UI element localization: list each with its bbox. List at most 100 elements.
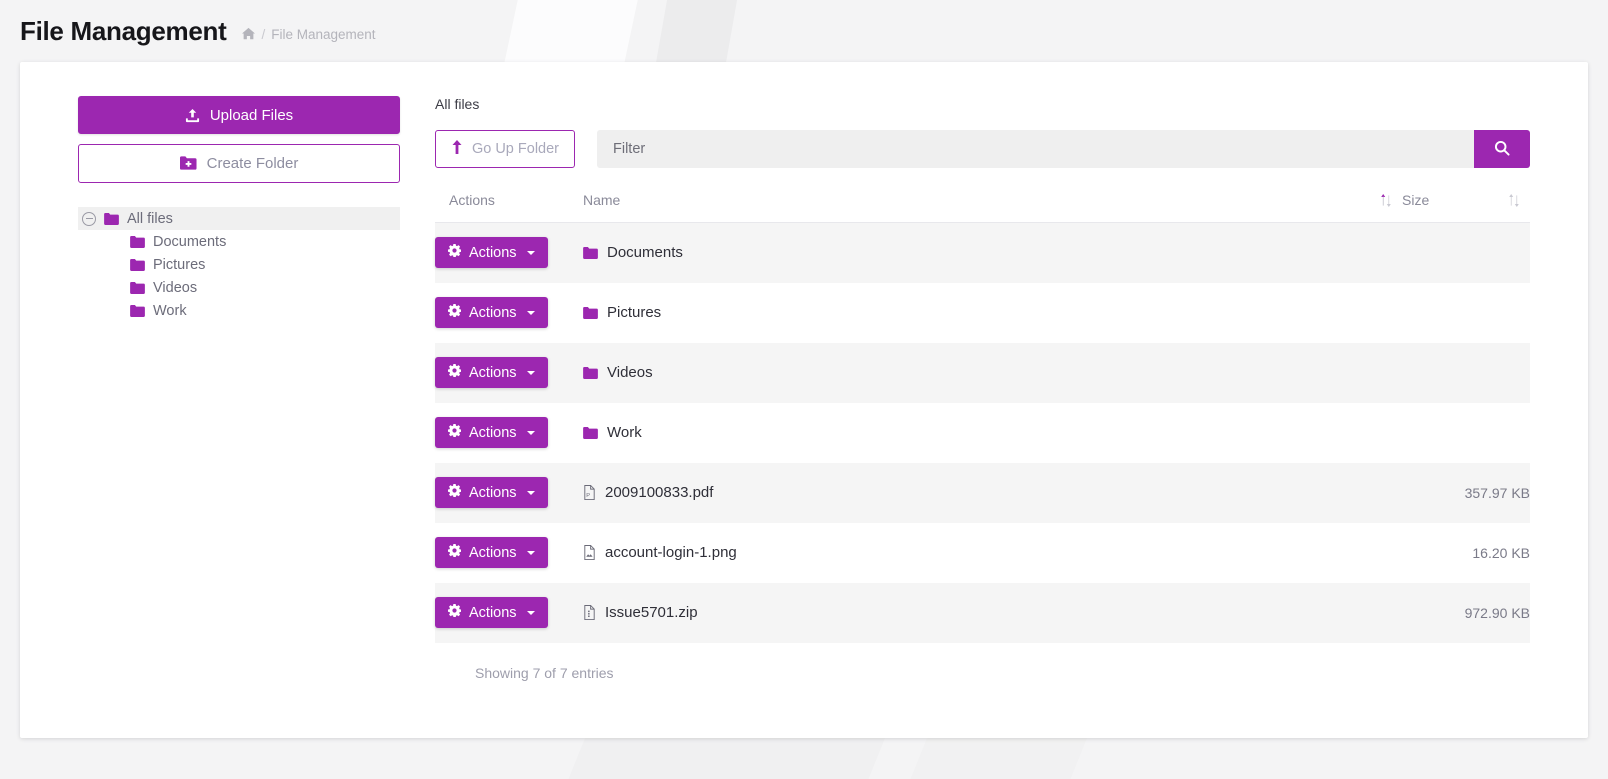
gear-icon <box>448 304 462 321</box>
folder-icon <box>104 212 119 225</box>
actions-dropdown-button[interactable]: Actions <box>435 357 548 388</box>
row-actions-cell: Actions <box>435 523 583 583</box>
table-row[interactable]: Actions Work <box>435 403 1530 463</box>
folder-icon <box>130 235 145 248</box>
tree-item-work[interactable]: Work <box>78 299 400 322</box>
chevron-down-icon <box>526 430 535 435</box>
files-table: Actions Name <box>435 192 1530 643</box>
row-actions-cell: Actions <box>435 342 583 403</box>
row-size-cell: 357.97 KB <box>1402 462 1530 523</box>
sidebar: Upload Files Create Folder All files <box>20 96 435 738</box>
filter-group <box>597 130 1530 168</box>
upload-icon <box>185 108 200 123</box>
go-up-folder-button[interactable]: Go Up Folder <box>435 130 575 168</box>
actions-dropdown-button[interactable]: Actions <box>435 237 548 269</box>
row-actions-cell: Actions <box>435 582 583 643</box>
tree-item-label: Work <box>153 302 187 319</box>
chevron-down-icon <box>526 610 535 615</box>
folder-icon <box>583 426 598 439</box>
row-name-label: Issue5701.zip <box>605 604 698 621</box>
folder-icon <box>130 281 145 294</box>
table-header-row: Actions Name <box>435 192 1530 223</box>
arrow-up-icon <box>451 140 463 158</box>
chevron-down-icon <box>526 370 535 375</box>
row-name-label: 2009100833.pdf <box>605 484 714 501</box>
row-name-label: Videos <box>607 364 653 381</box>
row-name-cell[interactable]: Issue5701.zip <box>583 582 1402 643</box>
row-name-cell[interactable]: Work <box>583 403 1402 463</box>
breadcrumb: / File Management <box>242 26 376 42</box>
table-row[interactable]: Actions <box>435 582 1530 643</box>
chevron-down-icon <box>526 550 535 555</box>
gear-icon <box>448 544 462 561</box>
home-icon[interactable] <box>242 27 256 42</box>
row-name-cell[interactable]: P 2009100833.pdf <box>583 462 1402 523</box>
archive-file-icon <box>583 605 596 620</box>
row-size-cell <box>1402 342 1530 403</box>
actions-dropdown-button[interactable]: Actions <box>435 477 548 508</box>
actions-label: Actions <box>469 604 517 621</box>
actions-label: Actions <box>469 544 517 561</box>
tree-item-videos[interactable]: Videos <box>78 276 400 299</box>
tree-item-documents[interactable]: Documents <box>78 230 400 253</box>
current-folder-label: All files <box>435 96 480 112</box>
sort-icon[interactable] <box>1508 193 1520 208</box>
actions-dropdown-button[interactable]: Actions <box>435 417 548 448</box>
row-name-cell[interactable]: account-login-1.png <box>583 523 1402 583</box>
create-folder-button[interactable]: Create Folder <box>78 144 400 183</box>
tree-item-label: Documents <box>153 233 227 250</box>
search-icon <box>1494 140 1510 159</box>
tree-item-label: Pictures <box>153 256 206 273</box>
folder-tree: All files Documents Pictures Videos <box>78 207 400 322</box>
row-name-cell[interactable]: Pictures <box>583 283 1402 343</box>
column-header-size[interactable]: Size <box>1402 192 1530 223</box>
row-name-cell[interactable]: Documents <box>583 222 1402 283</box>
pdf-file-icon: P <box>583 485 596 500</box>
actions-label: Actions <box>469 304 517 321</box>
column-header-size-label: Size <box>1402 192 1430 208</box>
table-row[interactable]: Actions P 2009100833.p <box>435 462 1530 523</box>
folder-icon <box>583 246 598 259</box>
row-actions-cell: Actions <box>435 462 583 523</box>
row-name-label: Pictures <box>607 304 662 321</box>
table-row[interactable]: Actions Documents <box>435 222 1530 283</box>
upload-files-button[interactable]: Upload Files <box>78 96 400 134</box>
tree-item-pictures[interactable]: Pictures <box>78 253 400 276</box>
table-row[interactable]: Actions account-login <box>435 523 1530 583</box>
actions-dropdown-button[interactable]: Actions <box>435 537 548 568</box>
tree-item-label: All files <box>127 210 173 227</box>
table-row[interactable]: Actions Videos <box>435 342 1530 403</box>
folder-icon <box>130 304 145 317</box>
gear-icon <box>448 424 462 441</box>
row-actions-cell: Actions <box>435 283 583 343</box>
row-actions-cell: Actions <box>435 403 583 463</box>
row-name-label: Work <box>607 424 642 441</box>
image-file-icon <box>583 545 596 560</box>
collapse-toggle-icon[interactable] <box>82 211 96 226</box>
browser-toolbar: Go Up Folder <box>435 130 1530 168</box>
search-button[interactable] <box>1474 130 1530 168</box>
row-size-cell <box>1402 222 1530 283</box>
files-table-head: Actions Name <box>435 192 1530 223</box>
filter-input[interactable] <box>597 130 1474 168</box>
gear-icon <box>448 604 462 621</box>
actions-dropdown-button[interactable]: Actions <box>435 297 548 328</box>
sort-icon[interactable] <box>1380 193 1392 208</box>
gear-icon <box>448 484 462 501</box>
table-row[interactable]: Actions Pictures <box>435 283 1530 343</box>
page-title: File Management <box>20 15 227 46</box>
column-header-name[interactable]: Name <box>583 192 1402 223</box>
actions-label: Actions <box>469 244 517 261</box>
folder-icon <box>130 258 145 271</box>
breadcrumb-separator: / <box>261 26 266 42</box>
create-folder-label: Create Folder <box>206 155 299 172</box>
file-manager-card: Upload Files Create Folder All files <box>20 62 1588 738</box>
row-name-cell[interactable]: Videos <box>583 342 1402 403</box>
row-actions-cell: Actions <box>435 222 583 283</box>
tree-item-all-files[interactable]: All files <box>78 207 400 230</box>
files-table-body: Actions Documents <box>435 222 1530 643</box>
actions-label: Actions <box>469 484 517 501</box>
page-header: File Management / File Management <box>0 0 1608 62</box>
folder-icon <box>583 306 598 319</box>
actions-dropdown-button[interactable]: Actions <box>435 597 548 628</box>
